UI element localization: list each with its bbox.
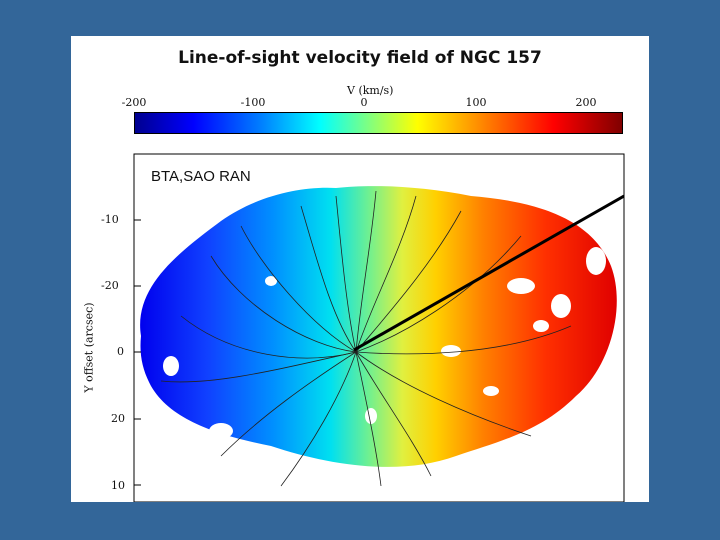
major-axis-line [353, 194, 624, 352]
colorbar-tick: 100 [465, 96, 487, 109]
y-tick-label: 10 [111, 479, 125, 492]
map-frame [133, 153, 625, 502]
velocity-map [133, 153, 625, 502]
colorbar-label: V (km/s) [347, 84, 394, 97]
colorbar-tick: 0 [360, 96, 368, 109]
y-tick-label: -20 [101, 279, 119, 292]
colorbar-tick: -100 [240, 96, 266, 109]
observatory-credit: BTA,SAO RAN [151, 168, 251, 185]
colorbar-tick: 200 [575, 96, 597, 109]
y-tick-label: 0 [117, 345, 124, 358]
figure-panel: Line-of-sight velocity field of NGC 157 … [71, 36, 649, 502]
y-axis-label: Y offset (arcsec) [82, 302, 96, 393]
masked-regions [163, 247, 606, 439]
isovelocity-contours [160, 190, 572, 487]
y-axis-ticks [134, 219, 141, 486]
y-tick-label: -10 [101, 213, 119, 226]
figure-title: Line-of-sight velocity field of NGC 157 [178, 48, 542, 68]
y-tick-label: 20 [111, 412, 125, 425]
velocity-colorbar [134, 112, 623, 134]
colorbar-tick: -200 [121, 96, 147, 109]
